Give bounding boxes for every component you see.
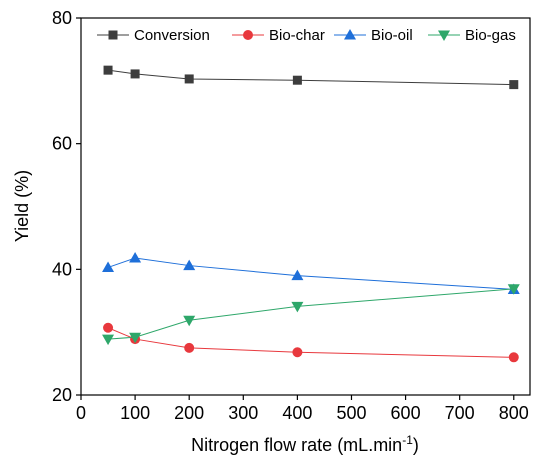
data-point-bio-oil	[183, 259, 196, 271]
x-axis-title: Nitrogen flow rate (mL.min-1)	[191, 433, 419, 455]
legend-item-conversion: Conversion	[97, 27, 210, 44]
data-point-bio-gas	[102, 334, 115, 346]
legend-label-conversion: Conversion	[134, 27, 210, 44]
plot-frame	[80, 17, 531, 396]
x-tick-label: 800	[499, 403, 529, 423]
data-point-bio-gas	[291, 301, 304, 313]
y-tick-label: 40	[52, 259, 72, 279]
y-tick-label: 20	[52, 385, 72, 405]
legend-label-bio-gas: Bio-gas	[465, 27, 516, 44]
series-bio-oil	[102, 252, 520, 294]
series-group	[102, 65, 520, 363]
series-line-bio-char	[107, 327, 514, 358]
legend-marker-conversion	[108, 30, 118, 40]
series-line-bio-gas	[108, 288, 514, 340]
legend-marker-bio-oil	[344, 29, 356, 40]
series-conversion	[103, 65, 519, 90]
x-axis-title-suffix: )	[413, 435, 419, 455]
data-point-bio-oil	[102, 261, 115, 272]
series-bio-char	[103, 322, 519, 363]
x-tick-label: 600	[391, 403, 421, 423]
data-point-conversion	[292, 75, 302, 85]
data-point-conversion	[130, 69, 140, 79]
legend-marker-bio-gas	[438, 30, 450, 41]
series-line-bio-oil	[107, 257, 514, 290]
legend-item-bio-gas: Bio-gas	[428, 27, 516, 44]
data-point-conversion	[103, 65, 113, 75]
x-tick-label: 500	[336, 403, 366, 423]
legend-item-bio-oil: Bio-oil	[334, 27, 413, 44]
x-tick-label: 700	[445, 403, 475, 423]
x-tick-label: 200	[174, 403, 204, 423]
legend: Conversion Bio-char Bio-oil Bio-gas	[97, 27, 516, 44]
legend-item-bio-char: Bio-char	[232, 27, 325, 44]
series-line-conversion	[107, 69, 514, 86]
legend-label-bio-char: Bio-char	[269, 27, 325, 44]
axis-ticks: 0 100 200 300 400 500 600 700 800 20 40 60 80	[52, 8, 529, 423]
data-point-bio-char	[184, 342, 195, 353]
data-point-bio-char	[292, 347, 303, 358]
legend-label-bio-oil: Bio-oil	[371, 27, 413, 44]
data-point-bio-gas	[129, 332, 142, 344]
x-axis-title-superscript: -1	[402, 433, 413, 447]
x-axis-title-main: Nitrogen flow rate (mL.min	[191, 435, 402, 455]
data-point-bio-char	[103, 322, 114, 333]
y-tick-label: 80	[52, 8, 72, 28]
data-point-conversion	[184, 74, 194, 84]
x-tick-label: 100	[120, 403, 150, 423]
series-bio-gas	[102, 284, 520, 346]
data-point-bio-char	[508, 352, 519, 363]
x-tick-label: 0	[76, 403, 86, 423]
data-point-conversion	[509, 80, 519, 90]
data-point-bio-gas	[507, 284, 520, 295]
legend-marker-bio-char	[243, 30, 253, 40]
y-axis-title: Yield (%)	[12, 170, 32, 242]
data-point-bio-oil	[129, 252, 142, 263]
data-point-bio-gas	[183, 315, 196, 327]
data-point-bio-oil	[291, 269, 304, 281]
x-tick-label: 400	[282, 403, 312, 423]
y-tick-label: 60	[52, 134, 72, 154]
x-tick-label: 300	[228, 403, 258, 423]
